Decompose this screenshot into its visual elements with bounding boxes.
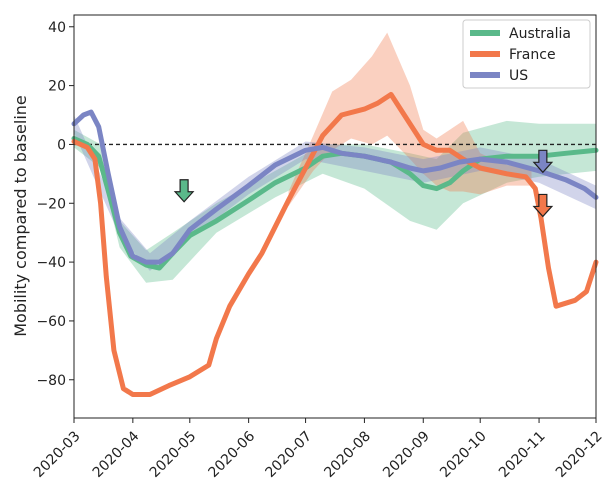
- y-tick-label: 40: [48, 20, 66, 36]
- legend-label-france: France: [509, 47, 556, 63]
- band-us: [74, 115, 596, 271]
- x-tick-label: 2020-05: [147, 428, 200, 478]
- x-tick-label: 2020-04: [90, 428, 143, 478]
- x-tick-label: 2020-11: [496, 428, 549, 478]
- y-axis-label: Mobility compared to baseline: [11, 95, 30, 337]
- y-tick-label: −20: [36, 196, 66, 212]
- x-tick-label: 2020-09: [380, 428, 433, 478]
- line-us: [71, 109, 599, 265]
- down-arrow-icon-3: [532, 193, 554, 218]
- legend-label-australia: Australia: [509, 26, 571, 42]
- y-tick-label: 20: [48, 79, 66, 95]
- y-tick-label: 0: [57, 137, 66, 153]
- y-axis-ticks: 40 20 0 −20 −40 −60 −80: [36, 20, 74, 389]
- event-markers: [173, 149, 554, 218]
- series-lines: [71, 91, 599, 397]
- y-tick-label: −80: [36, 373, 66, 389]
- line-france: [71, 91, 599, 397]
- x-tick-label: 2020-10: [437, 428, 490, 478]
- legend-box: [462, 19, 591, 89]
- legend-label-us: US: [509, 68, 528, 84]
- y-tick-label: −60: [36, 314, 66, 330]
- x-tick-label: 2020-03: [31, 428, 84, 478]
- x-tick-label: 2020-08: [321, 428, 374, 478]
- down-arrow-icon-2: [532, 149, 554, 174]
- x-tick-label: 2020-12: [553, 428, 606, 478]
- x-tick-label: 2020-06: [206, 428, 259, 478]
- down-arrow-icon-1: [173, 179, 195, 203]
- x-tick-label: 2020-07: [263, 428, 316, 478]
- plot-frame: [73, 14, 597, 419]
- legend: Australia France US: [462, 19, 591, 89]
- y-tick-label: −40: [36, 255, 66, 271]
- x-axis-ticks: 2020-03 2020-04 2020-05 2020-06 2020-07 2020-…: [31, 418, 606, 478]
